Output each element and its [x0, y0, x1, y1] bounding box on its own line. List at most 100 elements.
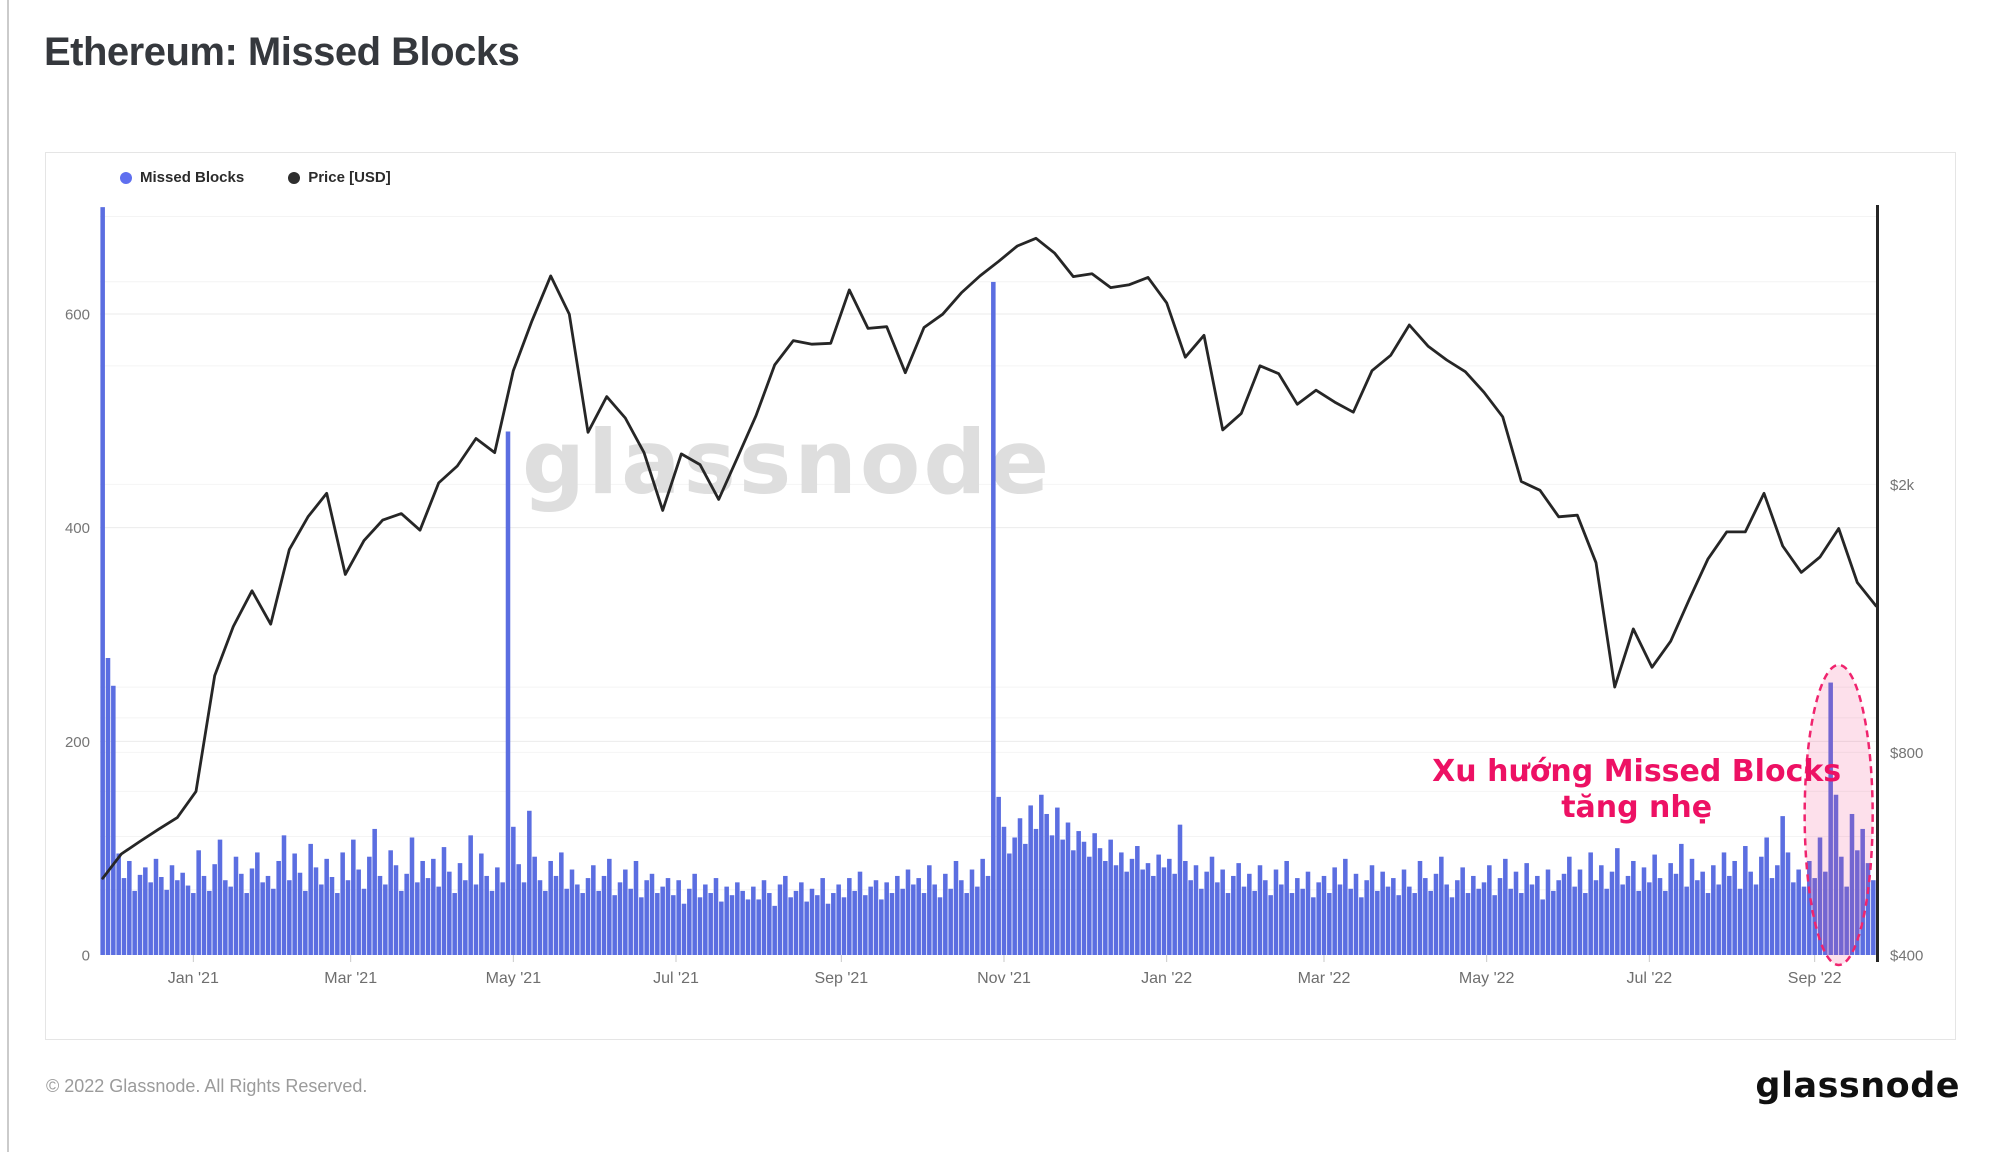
- left-axis-label: 0: [82, 948, 90, 965]
- missed-blocks-bar: [1359, 897, 1364, 955]
- missed-blocks-bar: [276, 860, 281, 955]
- missed-blocks-bar: [820, 878, 825, 955]
- missed-blocks-bar: [1572, 886, 1577, 955]
- x-tick-label: Sep '21: [814, 970, 868, 987]
- missed-blocks-bar: [1076, 831, 1081, 955]
- missed-blocks-bar: [905, 869, 911, 955]
- missed-blocks-bar: [991, 281, 996, 955]
- x-tick-label: Jul '22: [1626, 970, 1672, 987]
- missed-blocks-bar: [959, 880, 964, 955]
- missed-blocks-bar: [1199, 888, 1204, 955]
- missed-blocks-bar: [1593, 880, 1599, 955]
- missed-blocks-bar: [340, 852, 345, 955]
- missed-blocks-bar: [185, 885, 191, 955]
- missed-blocks-bar: [964, 893, 969, 955]
- missed-blocks-bar: [607, 858, 612, 955]
- missed-blocks-bar: [308, 843, 313, 955]
- x-tick-label: Mar '21: [324, 970, 377, 987]
- missed-blocks-bar: [148, 882, 153, 955]
- missed-blocks-bar: [527, 810, 532, 955]
- missed-blocks-bar: [1300, 888, 1305, 955]
- missed-blocks-bar: [868, 886, 873, 955]
- missed-blocks-bar: [1007, 853, 1012, 955]
- missed-blocks-bar: [351, 839, 356, 955]
- missed-blocks-bar: [1695, 880, 1700, 955]
- missed-blocks-bar: [388, 850, 393, 955]
- x-tick-label: Mar '22: [1298, 970, 1351, 987]
- missed-blocks-bar: [793, 890, 799, 955]
- missed-blocks-bar: [724, 886, 729, 955]
- missed-blocks-bar: [1503, 858, 1508, 955]
- missed-blocks-bar: [1065, 822, 1071, 955]
- missed-blocks-bar: [1604, 888, 1609, 955]
- missed-blocks-bar: [665, 878, 671, 955]
- legend-item-missed-blocks[interactable]: Missed Blocks: [120, 169, 244, 186]
- missed-blocks-bar: [1465, 893, 1471, 955]
- missed-blocks-bar: [1209, 856, 1215, 955]
- missed-blocks-bar: [228, 886, 233, 955]
- missed-blocks-bar: [863, 895, 868, 955]
- missed-blocks-bar: [1663, 890, 1668, 955]
- missed-blocks-bar: [735, 882, 740, 955]
- missed-blocks-bar: [1849, 813, 1855, 955]
- missed-blocks-bar: [1444, 884, 1449, 955]
- missed-blocks-bar: [884, 882, 889, 955]
- missed-blocks-bar: [1673, 873, 1679, 955]
- missed-blocks-bar: [324, 858, 329, 955]
- missed-blocks-bar: [1828, 682, 1833, 955]
- missed-blocks-bar: [1705, 893, 1711, 955]
- missed-blocks-bar: [831, 893, 836, 955]
- missed-blocks-bar: [1284, 860, 1289, 955]
- missed-blocks-bar: [713, 878, 719, 955]
- missed-blocks-bar: [1860, 828, 1865, 955]
- legend-label-price-usd: Price [USD]: [308, 169, 391, 186]
- missed-blocks-bar: [1748, 871, 1753, 955]
- missed-blocks-bar: [911, 884, 916, 955]
- missed-blocks-bar: [777, 884, 783, 955]
- missed-blocks-bar: [687, 888, 692, 955]
- missed-blocks-bar: [1044, 813, 1049, 955]
- missed-blocks-bar: [1220, 869, 1225, 955]
- missed-blocks-bar: [1417, 860, 1423, 955]
- missed-blocks-bar: [1161, 867, 1167, 955]
- missed-blocks-bar: [511, 826, 516, 955]
- missed-blocks-bar: [1231, 875, 1236, 955]
- x-tick-label: May '21: [486, 970, 542, 987]
- missed-blocks-bar: [671, 895, 676, 955]
- missed-blocks-bar: [1113, 865, 1119, 955]
- missed-blocks-bar: [1865, 863, 1871, 955]
- missed-blocks-bar: [1391, 878, 1396, 955]
- missed-blocks-bar: [1049, 835, 1055, 955]
- missed-blocks-bar: [985, 875, 991, 955]
- missed-blocks-bar: [857, 871, 863, 955]
- missed-blocks-bar: [1753, 884, 1759, 955]
- missed-blocks-bar: [1796, 869, 1801, 955]
- price-line: [101, 236, 1878, 880]
- missed-blocks-bar: [756, 899, 761, 955]
- legend-item-price-usd[interactable]: Price [USD]: [288, 169, 391, 186]
- missed-blocks-bar: [585, 878, 591, 955]
- missed-blocks-bar: [1092, 833, 1097, 955]
- missed-blocks-bar: [1316, 882, 1321, 955]
- copyright-text: © 2022 Glassnode. All Rights Reserved.: [46, 1076, 368, 1096]
- missed-blocks-bar: [879, 899, 884, 955]
- missed-blocks-bar: [1481, 882, 1487, 955]
- missed-blocks-bar: [1455, 880, 1460, 955]
- missed-blocks-bar: [617, 882, 623, 955]
- missed-blocks-bar: [1188, 880, 1193, 955]
- missed-blocks-bar: [1476, 888, 1481, 955]
- missed-blocks-bar: [1305, 871, 1311, 955]
- missed-blocks-bar: [1449, 897, 1455, 955]
- missed-blocks-bar: [441, 847, 447, 955]
- x-tick-label: Sep '22: [1788, 970, 1842, 987]
- missed-blocks-bar: [255, 852, 260, 955]
- missed-blocks-bar: [1625, 875, 1631, 955]
- missed-blocks-bar: [335, 893, 340, 955]
- missed-blocks-bar: [1711, 865, 1716, 955]
- missed-blocks-bar: [633, 860, 639, 955]
- x-tick-label: Jan '21: [168, 970, 219, 987]
- missed-blocks-bar: [1081, 841, 1087, 955]
- missed-blocks-bar: [436, 886, 441, 955]
- missed-blocks-bar: [799, 882, 804, 955]
